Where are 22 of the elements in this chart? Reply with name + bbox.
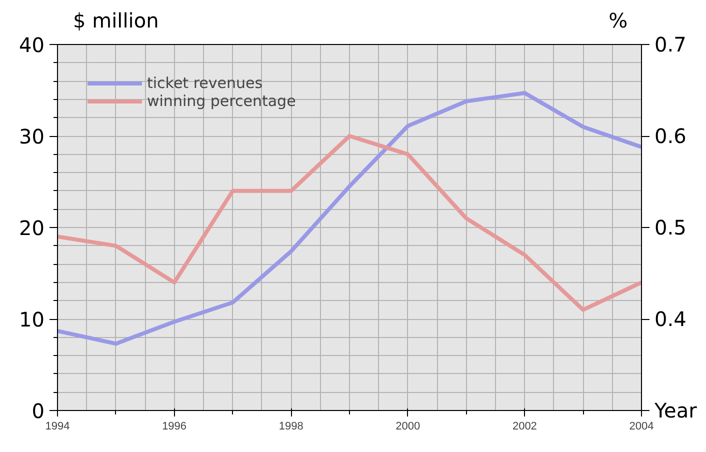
legend-label: winning percentage — [147, 92, 296, 110]
y-tick-label: 0 — [32, 399, 45, 423]
y2-tick-label: 0.6 — [654, 124, 686, 148]
x-tick-label: 1996 — [162, 420, 187, 432]
y2-tick-label: 0.4 — [654, 307, 686, 331]
y-axis-title: $ million — [73, 8, 159, 32]
y2-tick-label: 0.5 — [654, 216, 686, 240]
x-axis-title: Year — [654, 398, 698, 422]
y2-tick-label: 0.7 — [654, 32, 686, 56]
y2-axis-title: % — [608, 8, 628, 32]
x-tick-label: 1994 — [45, 420, 70, 432]
legend-label: ticket revenues — [147, 74, 263, 92]
x-tick-label: 1998 — [278, 420, 304, 432]
x-tick-label: 2000 — [396, 420, 420, 432]
line-series — [58, 134, 642, 312]
y-tick-label: 20 — [19, 216, 45, 240]
x-tick-label: 2002 — [512, 420, 537, 432]
x-tick-label: 2004 — [629, 420, 654, 432]
line-series — [58, 90, 642, 346]
y-tick-label: 10 — [19, 308, 45, 332]
y-tick-label: 30 — [19, 124, 45, 148]
y-tick-label: 40 — [19, 33, 45, 57]
